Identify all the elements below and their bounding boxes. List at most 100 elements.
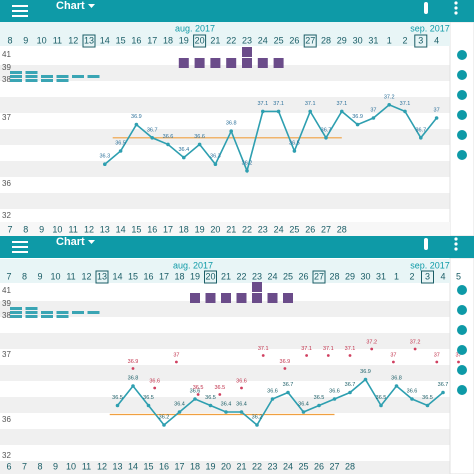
overflow-icon[interactable] bbox=[454, 6, 458, 10]
day-label[interactable]: 29 bbox=[345, 271, 355, 281]
side-icon[interactable] bbox=[457, 110, 467, 120]
overflow-icon[interactable] bbox=[454, 237, 458, 241]
toolbar-title[interactable]: Chart bbox=[56, 0, 85, 12]
cycle-day-label: 20 bbox=[210, 224, 220, 234]
menu-icon[interactable] bbox=[12, 10, 28, 12]
menu-icon[interactable] bbox=[12, 246, 28, 248]
day-label[interactable]: 14 bbox=[112, 271, 122, 281]
cycle-day-label: 24 bbox=[283, 461, 293, 471]
temperature-point bbox=[292, 149, 297, 153]
day-label[interactable]: 26 bbox=[289, 35, 299, 45]
side-icon[interactable] bbox=[457, 130, 467, 140]
day-label[interactable]: 4 bbox=[440, 271, 445, 281]
day-label[interactable]: 12 bbox=[81, 271, 91, 281]
day-label[interactable]: 16 bbox=[143, 271, 153, 281]
menu-icon[interactable] bbox=[12, 241, 28, 243]
side-icon[interactable] bbox=[457, 285, 467, 295]
axis-label: 32 bbox=[2, 211, 11, 220]
day-label[interactable]: 7 bbox=[6, 271, 11, 281]
day-label[interactable]: 2 bbox=[402, 35, 407, 45]
side-icon[interactable] bbox=[457, 70, 467, 80]
day-label[interactable]: 22 bbox=[226, 35, 236, 45]
day-label[interactable]: 14 bbox=[100, 35, 110, 45]
day-label[interactable]: 20 bbox=[195, 35, 205, 45]
day-label[interactable]: 13 bbox=[84, 35, 94, 45]
day-label[interactable]: 11 bbox=[53, 35, 62, 45]
day-label[interactable]: 3 bbox=[418, 35, 423, 45]
side-icon[interactable] bbox=[457, 50, 467, 60]
day-label[interactable]: 9 bbox=[23, 35, 28, 45]
day-label[interactable]: 10 bbox=[50, 271, 60, 281]
day-label[interactable]: 16 bbox=[131, 35, 141, 45]
day-label[interactable]: 27 bbox=[314, 271, 324, 281]
day-label[interactable]: 19 bbox=[190, 271, 200, 281]
day-label[interactable]: 31 bbox=[376, 271, 386, 281]
day-label[interactable]: 13 bbox=[97, 271, 107, 281]
day-label[interactable]: 11 bbox=[66, 271, 75, 281]
day-label[interactable]: 27 bbox=[305, 35, 315, 45]
temperature-label: 36.7 bbox=[345, 382, 356, 388]
day-label[interactable]: 4 bbox=[434, 35, 439, 45]
day-label[interactable]: 1 bbox=[394, 271, 399, 281]
day-label[interactable]: 15 bbox=[116, 35, 126, 45]
day-label[interactable]: 17 bbox=[159, 271, 169, 281]
temperature-label: 36.7 bbox=[415, 127, 426, 133]
day-label[interactable]: 30 bbox=[360, 271, 370, 281]
cycle-day-label: 7 bbox=[22, 461, 27, 471]
day-label[interactable]: 28 bbox=[321, 35, 331, 45]
overflow-icon[interactable] bbox=[454, 1, 458, 5]
day-label[interactable]: 24 bbox=[267, 271, 277, 281]
day-label[interactable]: 25 bbox=[283, 271, 293, 281]
menu-icon[interactable] bbox=[12, 251, 28, 253]
side-icon[interactable] bbox=[457, 345, 467, 355]
dropdown-icon[interactable] bbox=[88, 240, 95, 244]
day-label[interactable]: 18 bbox=[174, 271, 184, 281]
thermometer-icon[interactable] bbox=[424, 2, 428, 14]
overflow-icon[interactable] bbox=[454, 247, 458, 251]
mucus-bar bbox=[41, 315, 53, 318]
day-label[interactable]: 23 bbox=[242, 35, 252, 45]
upper-temperature-label: 37 bbox=[390, 352, 396, 358]
day-label[interactable]: 19 bbox=[179, 35, 189, 45]
day-label[interactable]: 28 bbox=[329, 271, 339, 281]
overflow-icon[interactable] bbox=[454, 242, 458, 246]
day-label[interactable]: 25 bbox=[274, 35, 284, 45]
day-label[interactable]: 23 bbox=[252, 271, 262, 281]
side-icon[interactable] bbox=[457, 305, 467, 315]
menu-icon[interactable] bbox=[12, 5, 28, 7]
thermometer-icon[interactable] bbox=[424, 238, 428, 250]
week-box bbox=[312, 270, 326, 284]
day-label[interactable]: 8 bbox=[7, 35, 12, 45]
day-label[interactable]: 20 bbox=[205, 271, 215, 281]
dropdown-icon[interactable] bbox=[88, 4, 95, 8]
day-label[interactable]: 12 bbox=[68, 35, 78, 45]
day-label[interactable]: 2 bbox=[409, 271, 414, 281]
day-label[interactable]: 3 bbox=[425, 271, 430, 281]
side-icon[interactable] bbox=[457, 90, 467, 100]
day-label[interactable]: 30 bbox=[353, 35, 363, 45]
side-icon[interactable] bbox=[457, 365, 467, 375]
day-label[interactable]: 24 bbox=[258, 35, 268, 45]
temperature-label: 36.7 bbox=[321, 127, 332, 133]
menu-icon[interactable] bbox=[12, 15, 28, 17]
temperature-label: 37.1 bbox=[273, 101, 284, 107]
day-label[interactable]: 5 bbox=[456, 271, 461, 281]
side-icon[interactable] bbox=[457, 325, 467, 335]
day-label[interactable]: 31 bbox=[368, 35, 378, 45]
day-label[interactable]: 22 bbox=[236, 271, 246, 281]
toolbar-title[interactable]: Chart bbox=[56, 236, 85, 248]
day-label[interactable]: 1 bbox=[387, 35, 392, 45]
day-label[interactable]: 9 bbox=[37, 271, 42, 281]
day-label[interactable]: 21 bbox=[221, 271, 231, 281]
day-label[interactable]: 10 bbox=[37, 35, 47, 45]
day-label[interactable]: 15 bbox=[128, 271, 138, 281]
day-label[interactable]: 29 bbox=[337, 35, 347, 45]
side-icon[interactable] bbox=[457, 150, 467, 160]
side-icon[interactable] bbox=[457, 385, 467, 395]
day-label[interactable]: 8 bbox=[22, 271, 27, 281]
day-label[interactable]: 18 bbox=[163, 35, 173, 45]
day-label[interactable]: 21 bbox=[210, 35, 220, 45]
day-label[interactable]: 17 bbox=[147, 35, 157, 45]
overflow-icon[interactable] bbox=[454, 11, 458, 15]
day-label[interactable]: 26 bbox=[298, 271, 308, 281]
